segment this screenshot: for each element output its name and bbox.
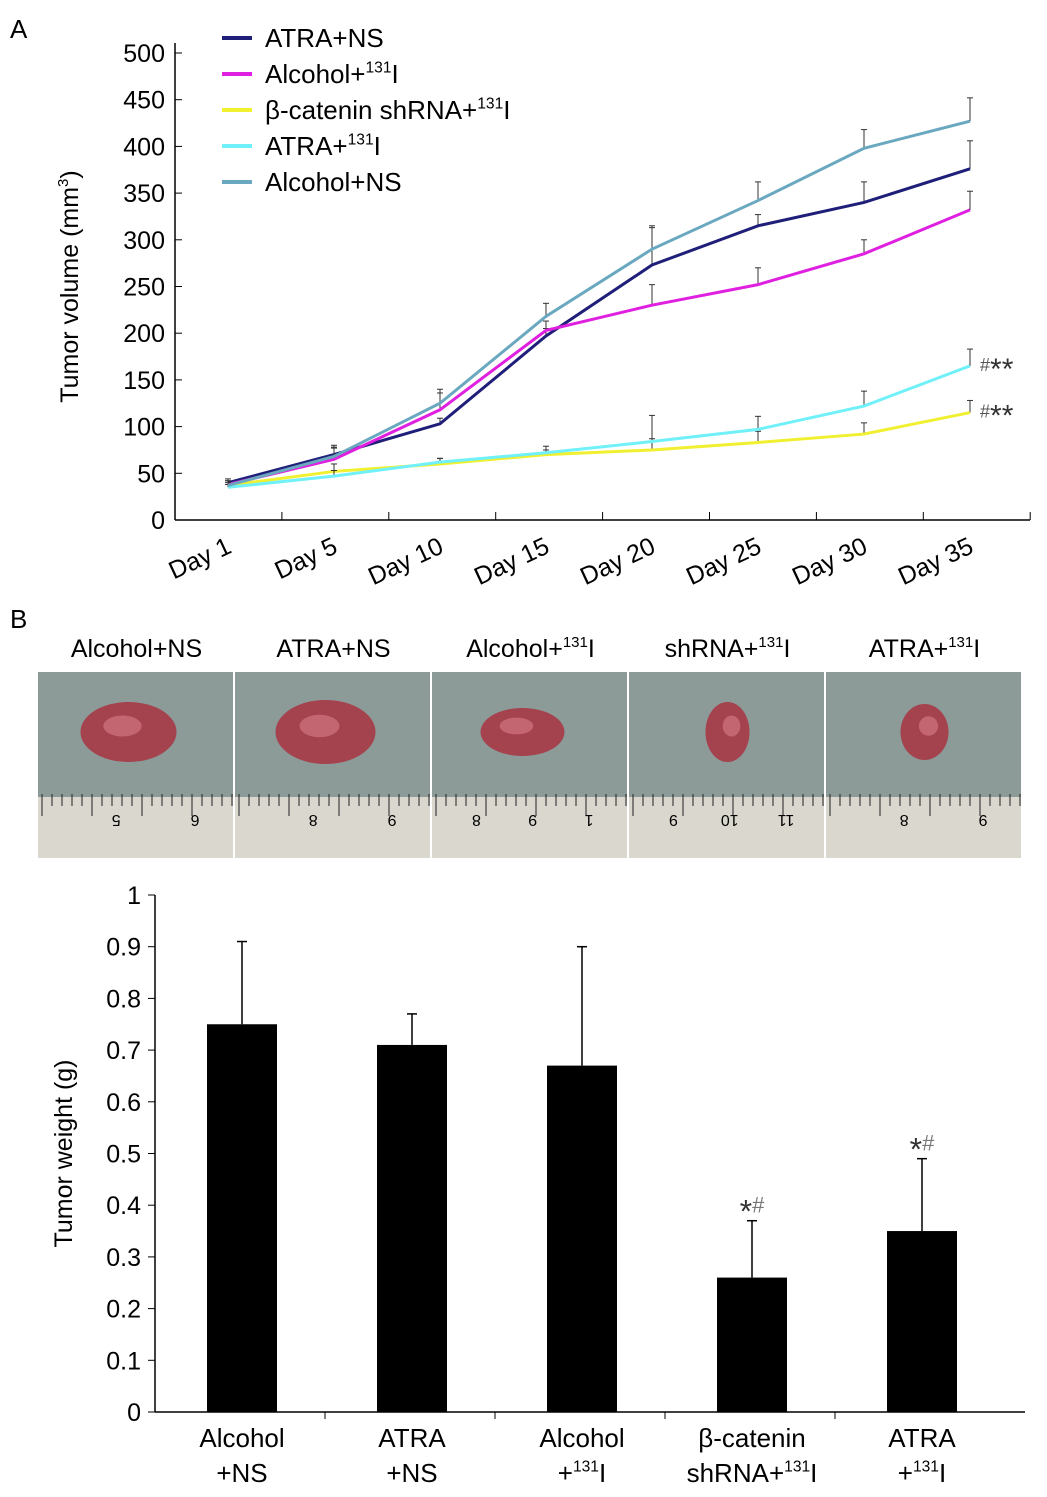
- tumor-highlight: [722, 715, 741, 737]
- x-category-label-line1: Alcohol: [199, 1423, 284, 1453]
- y-tick-label: 0.5: [106, 1141, 141, 1169]
- y-tick-label: 50: [137, 460, 165, 488]
- ruler: [629, 797, 824, 858]
- x-category-label-line1: β-catenin: [698, 1423, 805, 1453]
- ruler-number: 8: [309, 811, 318, 828]
- y-axis-label: Tumor weight (g): [50, 1059, 78, 1247]
- x-tick-label: Day 30: [788, 532, 872, 591]
- x-category-label-line2: +131I: [898, 1458, 946, 1488]
- y-tick-label: 100: [123, 414, 165, 442]
- series-line-2: [227, 411, 971, 487]
- ruler-number: 10: [721, 811, 739, 828]
- ruler-number: 9: [978, 811, 987, 828]
- y-axis-label: Tumor volume (mm3): [55, 170, 84, 402]
- ruler-number: 8: [900, 811, 909, 828]
- bar: [547, 1065, 617, 1412]
- ruler-number: 9: [528, 811, 537, 828]
- y-tick-label: 300: [123, 227, 165, 255]
- x-tick-label: Day 20: [576, 532, 660, 591]
- y-tick-label: 400: [123, 133, 165, 161]
- x-tick-label: Day 5: [271, 532, 342, 585]
- legend-label: ATRA+NS: [265, 23, 384, 53]
- x-tick-label: Day 15: [470, 532, 554, 591]
- tumor-highlight: [499, 717, 534, 735]
- ruler-number: 6: [190, 811, 199, 828]
- x-category-label-line2: +NS: [386, 1458, 437, 1488]
- panel-label-b: B: [10, 604, 27, 634]
- y-tick-label: 200: [123, 320, 165, 348]
- bar: [207, 1024, 277, 1412]
- panel-label-a: A: [10, 14, 28, 44]
- y-tick-label: 450: [123, 87, 165, 115]
- bar: [717, 1277, 787, 1412]
- bar-chart: 0 0.1 0.2 0.3 0.4 0.5 0.6 0.7 0.8 0.9 1 Tumor weigh…: [50, 882, 1025, 1488]
- x-tick-label: Day 10: [364, 532, 448, 591]
- y-tick-label: 0.1: [106, 1347, 141, 1375]
- y-tick-label: 0.7: [106, 1037, 141, 1065]
- x-tick-label: Day 25: [682, 532, 766, 591]
- ruler: [38, 797, 233, 858]
- y-tick-label: 1: [127, 882, 141, 910]
- x-category-label-line1: Alcohol: [539, 1423, 624, 1453]
- series-line-4: [227, 119, 971, 487]
- y-tick-label: 150: [123, 367, 165, 395]
- x-tick-label: Day 1: [165, 532, 236, 585]
- legend-label: β-catenin shRNA+131I: [265, 95, 510, 125]
- y-tick-label: 0.2: [106, 1296, 141, 1324]
- x-category-label-line1: ATRA: [888, 1423, 956, 1453]
- significance-annotation: *#: [740, 1193, 765, 1230]
- ruler-number: 8: [472, 811, 481, 828]
- y-tick-label: 0: [151, 507, 165, 535]
- ruler-number: 11: [778, 811, 795, 828]
- significance-annotation: #**: [980, 353, 1014, 386]
- photo-label: shRNA+131I: [665, 634, 791, 663]
- photo-label: Alcohol+131I: [466, 634, 595, 663]
- significance-annotation: *#: [910, 1131, 935, 1168]
- y-tick-label: 0.4: [106, 1192, 141, 1220]
- ruler: [826, 797, 1021, 858]
- y-tick-label: 350: [123, 180, 165, 208]
- photo-label: ATRA+131I: [869, 634, 980, 663]
- line-chart: 0 50 100 150 200 250 300 350 400 450 500 Day 1 Day 5…: [55, 23, 1031, 591]
- x-tick-label: Day 35: [894, 532, 978, 591]
- x-category-label-line2: shRNA+131I: [687, 1458, 818, 1488]
- legend-label: Alcohol+NS: [265, 167, 402, 197]
- y-tick-label: 0.3: [106, 1244, 141, 1272]
- legend-label: ATRA+131I: [265, 131, 381, 161]
- significance-annotation: #**: [980, 400, 1014, 433]
- ruler-number: 5: [112, 811, 121, 828]
- series-line-3: [227, 364, 971, 489]
- x-category-label-line2: +131I: [558, 1458, 606, 1488]
- y-tick-label: 0: [127, 1399, 141, 1427]
- ruler: [432, 797, 627, 858]
- series-line-1: [227, 208, 971, 486]
- y-tick-label: 0.6: [106, 1089, 141, 1117]
- x-category-label-line1: ATRA: [378, 1423, 446, 1453]
- bar: [377, 1044, 447, 1412]
- ruler-number: 9: [669, 811, 678, 828]
- ruler: [235, 797, 430, 858]
- ruler-number: 1: [584, 811, 593, 828]
- bar: [887, 1231, 957, 1412]
- x-category-label-line2: +NS: [216, 1458, 267, 1488]
- tumor-photos: Alcohol+NS 6 5 ATRA+NS 9 8 Alcohol+131I 1 9 8 shRN…: [38, 634, 1021, 858]
- photo-label: ATRA+NS: [276, 635, 390, 663]
- tumor-highlight: [918, 716, 939, 736]
- ruler-number: 9: [387, 811, 396, 828]
- y-tick-label: 250: [123, 274, 165, 302]
- y-tick-label: 0.9: [106, 934, 141, 962]
- y-tick-label: 0.8: [106, 985, 141, 1013]
- tumor-highlight: [103, 715, 142, 737]
- photo-label: Alcohol+NS: [71, 635, 202, 663]
- legend-label: Alcohol+131I: [265, 59, 399, 89]
- y-tick-label: 500: [123, 40, 165, 68]
- tumor-highlight: [299, 714, 340, 738]
